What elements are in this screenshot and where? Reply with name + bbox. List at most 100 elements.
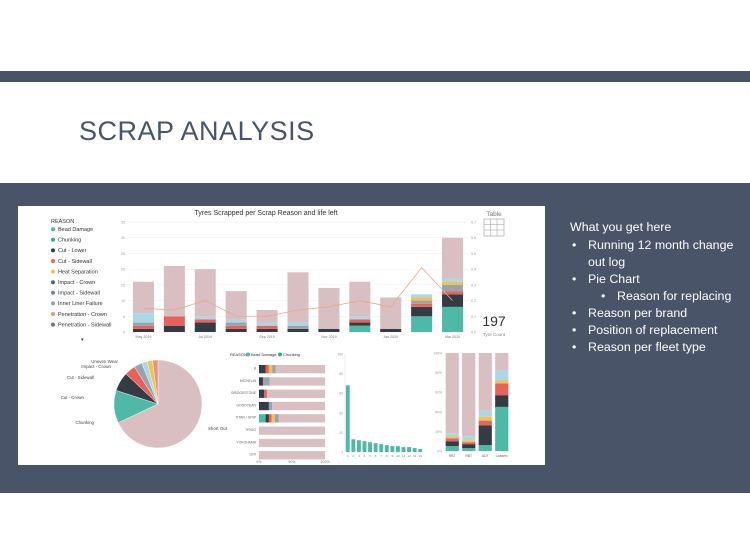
fleet-bar-segment[interactable] [445, 446, 459, 451]
bar-segment[interactable] [132, 281, 154, 314]
brand-bar-segment[interactable] [274, 414, 279, 423]
bar-segment[interactable] [225, 328, 247, 332]
bar-segment[interactable] [225, 319, 247, 323]
fleet-bar-segment[interactable] [495, 353, 509, 371]
brand-bar-segment[interactable] [268, 365, 273, 374]
bar-segment[interactable] [442, 237, 464, 279]
bar-segment[interactable] [442, 278, 464, 282]
brand-bar-segment[interactable] [278, 414, 325, 423]
brand-bar-segment[interactable] [259, 401, 269, 411]
fleet-bar-segment[interactable] [462, 353, 476, 437]
bar-segment[interactable] [442, 281, 464, 285]
fleet-bar-segment[interactable] [462, 448, 476, 451]
bar-segment[interactable] [287, 322, 309, 326]
bar-segment[interactable] [225, 322, 247, 326]
bar-segment[interactable] [442, 284, 464, 292]
fleet-bar-segment[interactable] [478, 353, 492, 411]
legend-more-chevron-icon[interactable]: ▾ [81, 337, 84, 343]
pie-slice[interactable] [117, 359, 203, 449]
bar-segment[interactable] [442, 291, 464, 295]
brand-bar-segment[interactable] [272, 365, 276, 374]
brand-bar-segment[interactable] [271, 414, 275, 423]
fleet-bar-segment[interactable] [445, 441, 459, 447]
fleet-bar-segment[interactable] [478, 445, 492, 451]
position-bar[interactable] [395, 446, 400, 452]
brand-bar-segment[interactable] [259, 377, 263, 386]
position-bar[interactable] [407, 447, 412, 452]
brand-bar-segment[interactable] [275, 365, 326, 374]
fleet-bar-segment[interactable] [478, 420, 492, 426]
fleet-bar-segment[interactable] [495, 370, 509, 381]
bar-segment[interactable] [411, 303, 433, 307]
bar-segment[interactable] [349, 322, 371, 326]
bar-segment[interactable] [411, 294, 433, 298]
bar-segment[interactable] [225, 291, 247, 320]
bar-segment[interactable] [194, 319, 216, 323]
bar-segment[interactable] [194, 316, 216, 320]
brand-bar-segment[interactable] [264, 389, 267, 398]
brand-bar-segment[interactable] [265, 365, 269, 374]
bar-segment[interactable] [225, 325, 247, 329]
position-bar[interactable] [362, 441, 367, 452]
fleet-bar-segment[interactable] [462, 444, 476, 449]
fleet-bar-segment[interactable] [445, 353, 459, 434]
position-bar[interactable] [368, 442, 373, 452]
brand-bar-segment[interactable] [268, 401, 273, 411]
fleet-bar-segment[interactable] [478, 416, 492, 421]
fleet-bar-segment[interactable] [445, 438, 459, 442]
bar-segment[interactable] [287, 272, 309, 323]
brand-bar-segment[interactable] [259, 414, 266, 423]
bar-segment[interactable] [132, 325, 154, 329]
fleet-bar-segment[interactable] [478, 410, 492, 417]
bar-segment[interactable] [349, 325, 371, 332]
bar-segment[interactable] [287, 325, 309, 329]
bar-segment[interactable] [380, 328, 402, 332]
brand-bar-segment[interactable] [269, 377, 325, 386]
fleet-bar-segment[interactable] [495, 406, 509, 451]
brand-bar-segment[interactable] [265, 414, 269, 423]
bar-segment[interactable] [411, 300, 433, 304]
bar-segment[interactable] [349, 319, 371, 323]
bar-segment[interactable] [163, 266, 185, 317]
bar-segment[interactable] [349, 281, 371, 317]
position-bar[interactable] [379, 444, 384, 452]
position-bar[interactable] [401, 447, 406, 452]
position-bar[interactable] [384, 445, 389, 452]
fleet-bar-segment[interactable] [478, 425, 492, 446]
brand-bar-segment[interactable] [268, 414, 272, 423]
position-bar[interactable] [390, 446, 395, 452]
bar-segment[interactable] [132, 328, 154, 332]
bar-segment[interactable] [256, 325, 278, 329]
bar-segment[interactable] [411, 306, 433, 317]
bar-segment[interactable] [194, 322, 216, 332]
bar-segment[interactable] [442, 306, 464, 332]
brand-bar-segment[interactable] [259, 389, 265, 398]
position-bar[interactable] [412, 448, 417, 452]
fleet-bar-segment[interactable] [495, 380, 509, 384]
fleet-bar-segment[interactable] [462, 436, 476, 441]
bar-segment[interactable] [287, 328, 309, 332]
brand-bar-segment[interactable] [259, 365, 266, 374]
bar-segment[interactable] [442, 294, 464, 307]
bar-segment[interactable] [411, 297, 433, 301]
fleet-bar-segment[interactable] [495, 395, 509, 407]
bar-segment[interactable] [256, 322, 278, 326]
fleet-bar-segment[interactable] [445, 433, 459, 437]
fleet-bar-segment[interactable] [462, 442, 476, 445]
position-bar[interactable] [351, 439, 356, 452]
bar-segment[interactable] [132, 313, 154, 323]
position-bar[interactable] [373, 443, 378, 452]
bar-segment[interactable] [163, 325, 185, 332]
bar-segment[interactable] [256, 328, 278, 332]
bar-segment[interactable] [163, 316, 185, 326]
position-bar[interactable] [418, 449, 423, 452]
bar-segment[interactable] [194, 269, 216, 317]
brand-bar-segment[interactable] [272, 401, 325, 411]
bar-segment[interactable] [380, 297, 402, 329]
fleet-bar-segment[interactable] [445, 436, 459, 439]
fleet-bar-segment[interactable] [462, 440, 476, 443]
brand-bar-segment[interactable] [259, 451, 325, 460]
brand-bar-segment[interactable] [262, 377, 270, 386]
bar-segment[interactable] [411, 316, 433, 332]
brand-bar-segment[interactable] [266, 389, 325, 398]
